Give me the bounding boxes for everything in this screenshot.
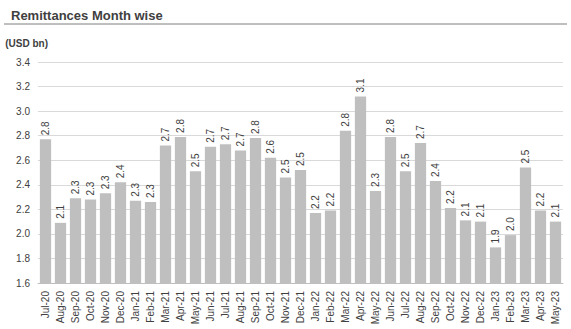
svg-text:Oct-21: Oct-21 [265, 291, 276, 321]
svg-text:Apr-22: Apr-22 [355, 291, 366, 321]
svg-text:2.8: 2.8 [340, 112, 351, 126]
svg-text:Jun-22: Jun-22 [385, 291, 396, 322]
svg-text:2.0: 2.0 [505, 217, 516, 231]
svg-text:2.5: 2.5 [520, 149, 531, 163]
svg-text:Dec-21: Dec-21 [295, 291, 306, 324]
svg-text:3.2: 3.2 [16, 81, 30, 92]
svg-text:2.3: 2.3 [85, 181, 96, 195]
svg-text:3.4: 3.4 [16, 57, 30, 68]
svg-text:Jan-22: Jan-22 [310, 291, 321, 322]
svg-text:2.2: 2.2 [445, 190, 456, 204]
svg-text:2.4: 2.4 [16, 179, 30, 190]
svg-text:Jan-23: Jan-23 [490, 291, 501, 322]
svg-text:2.5: 2.5 [280, 159, 291, 173]
svg-text:2.3: 2.3 [70, 180, 81, 194]
svg-text:2.1: 2.1 [550, 203, 561, 217]
svg-text:2.2: 2.2 [310, 195, 321, 209]
svg-text:2.2: 2.2 [535, 192, 546, 206]
svg-text:2.7: 2.7 [160, 127, 171, 141]
svg-text:Jan-21: Jan-21 [130, 291, 141, 322]
svg-text:2.3: 2.3 [370, 173, 381, 187]
svg-text:Feb-23: Feb-23 [505, 291, 516, 323]
svg-text:Nov-20: Nov-20 [100, 291, 111, 324]
svg-text:Aug-22: Aug-22 [415, 291, 426, 324]
svg-text:2.3: 2.3 [130, 182, 141, 196]
svg-text:Nov-22: Nov-22 [460, 291, 471, 324]
svg-text:Sep-22: Sep-22 [430, 291, 441, 324]
svg-text:Nov-21: Nov-21 [280, 291, 291, 324]
svg-text:2.7: 2.7 [220, 126, 231, 140]
svg-text:2.2: 2.2 [16, 204, 30, 215]
svg-text:2.5: 2.5 [295, 152, 306, 166]
svg-text:2.7: 2.7 [235, 132, 246, 146]
svg-text:(USD bn): (USD bn) [5, 38, 48, 49]
svg-text:Apr-21: Apr-21 [175, 291, 186, 321]
svg-text:Jun-21: Jun-21 [205, 291, 216, 322]
svg-text:3.0: 3.0 [16, 106, 30, 117]
svg-text:2.8: 2.8 [250, 120, 261, 134]
svg-text:2.8: 2.8 [16, 130, 30, 141]
svg-text:2.6: 2.6 [265, 139, 276, 153]
svg-text:2.1: 2.1 [460, 202, 471, 216]
svg-text:Sep-20: Sep-20 [70, 291, 81, 324]
svg-text:2.3: 2.3 [100, 175, 111, 189]
svg-text:2.7: 2.7 [415, 125, 426, 139]
svg-text:May-21: May-21 [190, 291, 201, 325]
svg-text:1.6: 1.6 [16, 278, 30, 289]
svg-text:2.5: 2.5 [190, 153, 201, 167]
svg-text:Jul-22: Jul-22 [400, 291, 411, 319]
svg-text:1.9: 1.9 [490, 229, 501, 243]
svg-text:2.4: 2.4 [430, 163, 441, 177]
svg-text:Feb-21: Feb-21 [145, 291, 156, 323]
svg-text:2.8: 2.8 [385, 119, 396, 133]
svg-text:2.6: 2.6 [16, 155, 30, 166]
svg-text:Feb-22: Feb-22 [325, 291, 336, 323]
svg-text:Jul-21: Jul-21 [220, 291, 231, 319]
svg-text:Oct-22: Oct-22 [445, 291, 456, 321]
svg-text:2.5: 2.5 [400, 153, 411, 167]
svg-text:Aug-21: Aug-21 [235, 291, 246, 324]
svg-text:1.8: 1.8 [16, 253, 30, 264]
svg-text:Aug-20: Aug-20 [55, 291, 66, 324]
svg-text:Apr-23: Apr-23 [535, 291, 546, 321]
svg-text:May-22: May-22 [370, 291, 381, 325]
svg-text:2.8: 2.8 [40, 121, 51, 135]
svg-text:2.7: 2.7 [205, 128, 216, 142]
svg-text:Dec-20: Dec-20 [115, 291, 126, 324]
svg-text:Oct-20: Oct-20 [85, 291, 96, 321]
svg-text:Dec-22: Dec-22 [475, 291, 486, 324]
svg-text:Remittances Month wise: Remittances Month wise [11, 8, 163, 23]
svg-text:Mar-21: Mar-21 [160, 291, 171, 323]
svg-text:2.8: 2.8 [175, 119, 186, 133]
svg-text:2.3: 2.3 [145, 184, 156, 198]
svg-text:2.1: 2.1 [475, 203, 486, 217]
svg-text:Sep-21: Sep-21 [250, 291, 261, 324]
svg-text:2.0: 2.0 [16, 228, 30, 239]
svg-text:2.2: 2.2 [325, 192, 336, 206]
svg-text:2.4: 2.4 [115, 164, 126, 178]
svg-text:May-23: May-23 [550, 291, 561, 325]
svg-text:Mar-22: Mar-22 [340, 291, 351, 323]
svg-text:2.1: 2.1 [55, 204, 66, 218]
svg-text:Jul-20: Jul-20 [40, 291, 51, 319]
svg-text:3.1: 3.1 [355, 78, 366, 92]
svg-text:Mar-23: Mar-23 [520, 291, 531, 323]
